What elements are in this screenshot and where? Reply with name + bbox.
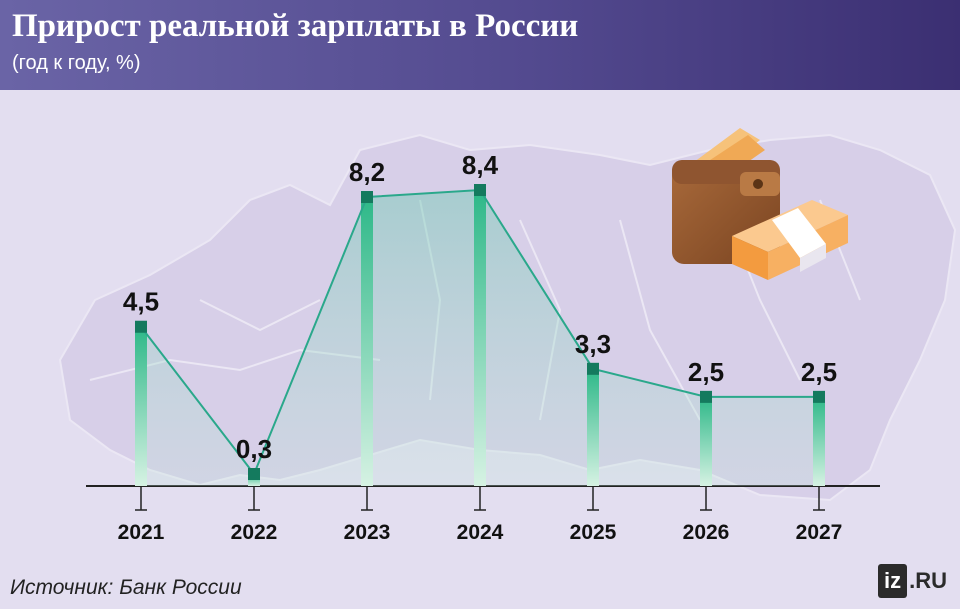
value-label-2026: 2,5 [688, 357, 724, 387]
money-stack-icon [732, 200, 848, 280]
bar-2026 [700, 396, 712, 486]
bar-2021 [135, 326, 147, 486]
logo-iz: iz [878, 564, 908, 598]
point-2021 [135, 320, 147, 333]
value-label-2021: 4,5 [123, 287, 159, 317]
x-tick-label-2022: 2022 [231, 521, 278, 544]
x-tick-label-2024: 2024 [457, 521, 504, 544]
iz-ru-logo[interactable]: iz .RU [878, 563, 947, 599]
bar-2024 [474, 190, 486, 486]
source-note: Источник: Банк России [10, 576, 242, 599]
x-tick-label-2021: 2021 [118, 521, 165, 544]
point-2024 [474, 184, 486, 196]
point-2026 [700, 390, 712, 403]
value-label-2022: 0,3 [236, 434, 272, 464]
value-label-2023: 8,2 [349, 157, 385, 187]
value-label-2024: 8,4 [462, 150, 499, 180]
page-title: Прирост реальной зарплаты в России [12, 8, 579, 44]
x-tick-label-2027: 2027 [796, 521, 843, 544]
value-label-2025: 3,3 [575, 329, 611, 359]
point-2022 [248, 468, 260, 480]
bar-2027 [813, 396, 825, 486]
point-2023 [361, 191, 373, 204]
point-2025 [587, 362, 599, 375]
x-tick-label-2023: 2023 [344, 521, 391, 544]
logo-ru: .RU [909, 568, 948, 593]
page-subtitle: (год к году, %) [12, 52, 141, 74]
bar-2025 [587, 368, 599, 486]
header-banner: Прирост реальной зарплаты в России (год … [0, 0, 960, 90]
x-tick-label-2025: 2025 [570, 521, 617, 544]
value-label-2027: 2,5 [801, 357, 837, 387]
bar-2023 [361, 197, 373, 487]
chart: 4,5 0,3 8,2 8,4 3,3 2,5 2,5 2021 2022 2023 2024 20… [58, 128, 957, 544]
point-2027 [813, 390, 825, 403]
x-tick-label-2026: 2026 [683, 521, 730, 544]
